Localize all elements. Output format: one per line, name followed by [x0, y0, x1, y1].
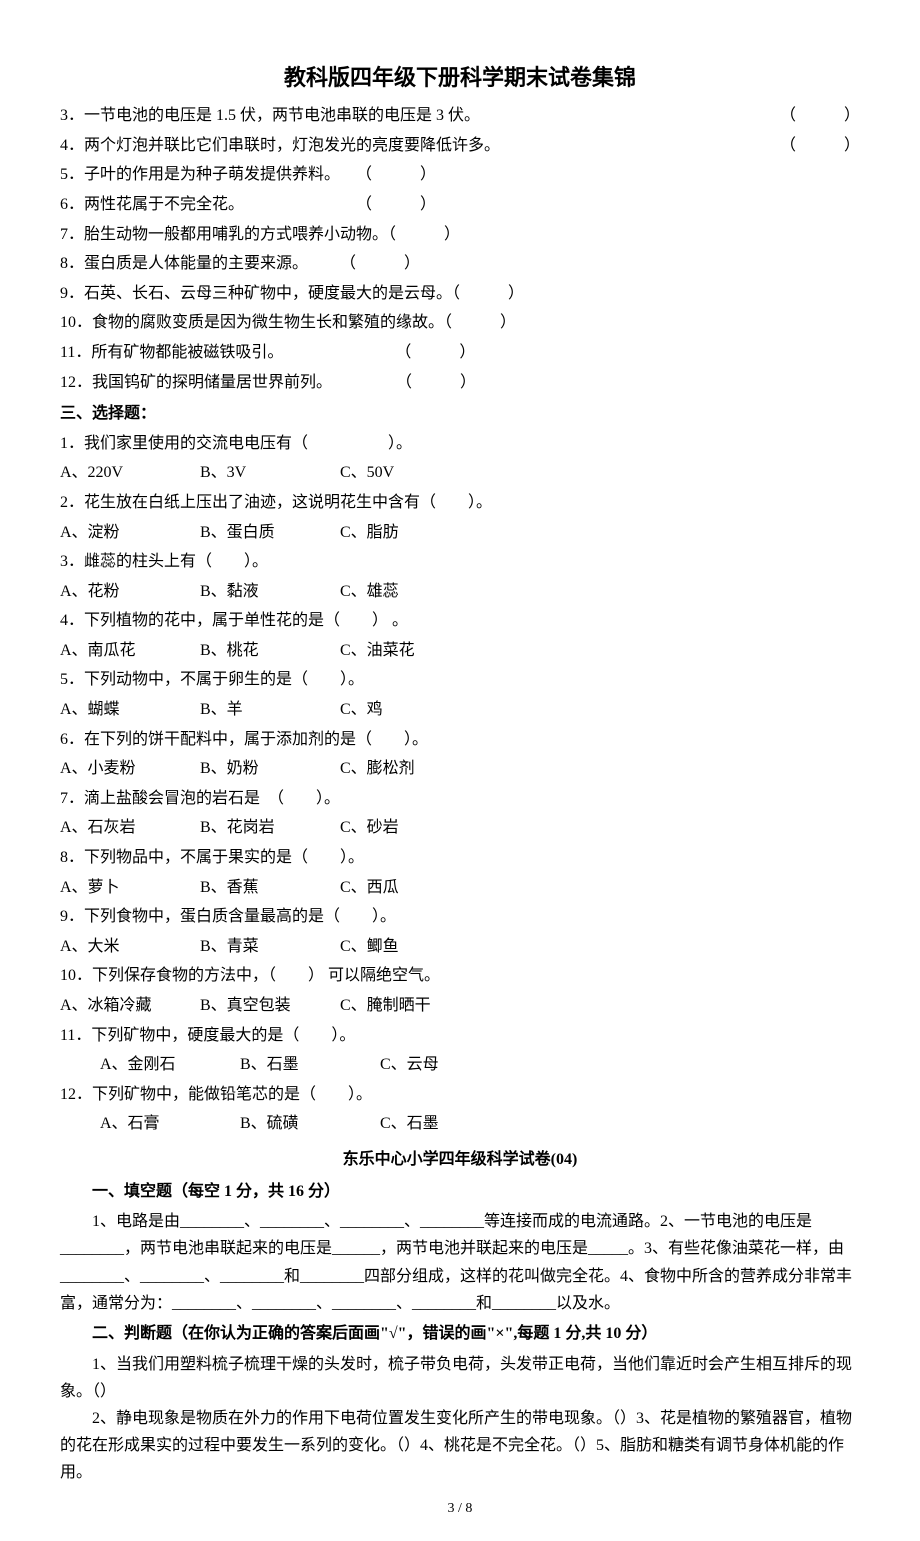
fill-section-header: 一、填空题（每空 1 分，共 16 分）	[60, 1179, 860, 1205]
question-text: 4．两个灯泡并联比它们串联时，灯泡发光的亮度要降低许多。	[60, 133, 500, 159]
judgment-question: 10．食物的腐败变质是因为微生物生长和繁殖的缘故。（ ）	[60, 310, 860, 336]
choice-question: 1．我们家里使用的交流电电压有（ ）。	[60, 431, 860, 457]
choice-option: A、小麦粉	[60, 756, 200, 782]
choice-option: A、花粉	[60, 579, 200, 605]
choice-option: B、桃花	[200, 638, 340, 664]
choice-option: B、石墨	[240, 1052, 380, 1078]
choice-option: B、硫磺	[240, 1111, 380, 1137]
choice-option: B、3V	[200, 460, 340, 486]
choice-question: 2．花生放在白纸上压出了油迹，这说明花生中含有（ ）。	[60, 490, 860, 516]
choice-question: 9．下列食物中，蛋白质含量最高的是（ ）。	[60, 904, 860, 930]
choice-options: A、花粉B、黏液C、雄蕊	[60, 579, 860, 605]
judge-question-1: 1、当我们用塑料梳子梳理干燥的头发时，梳子带负电荷，头发带正电荷，当他们靠近时会…	[60, 1351, 860, 1405]
choice-option: C、鲫鱼	[340, 934, 480, 960]
page-number: 3 / 8	[60, 1498, 860, 1520]
judge-question-2: 2、静电现象是物质在外力的作用下电荷位置发生变化所产生的带电现象。（）3、花是植…	[60, 1405, 860, 1487]
judge-section-header: 二、判断题（在你认为正确的答案后面画"√"，错误的画"×",每题 1 分,共 1…	[60, 1321, 860, 1347]
choice-option: B、花岗岩	[200, 815, 340, 841]
choice-options: A、石灰岩B、花岗岩C、砂岩	[60, 815, 860, 841]
choice-option: A、冰箱冷藏	[60, 993, 200, 1019]
choice-question: 7．滴上盐酸会冒泡的岩石是 （ ）。	[60, 786, 860, 812]
choice-question: 8．下列物品中，不属于果实的是（ ）。	[60, 845, 860, 871]
choice-question: 12．下列矿物中，能做铅笔芯的是（ ）。	[60, 1082, 860, 1108]
judgment-question: 7．胎生动物一般都用哺乳的方式喂养小动物。（ ）	[60, 222, 860, 248]
choice-options: A、金刚石B、石墨C、云母	[60, 1052, 860, 1078]
choice-option: C、50V	[340, 460, 480, 486]
choice-option: A、淀粉	[60, 520, 200, 546]
choice-option: C、膨松剂	[340, 756, 480, 782]
choice-option: C、腌制晒干	[340, 993, 480, 1019]
choice-option: B、香蕉	[200, 875, 340, 901]
judgment-question: 3．一节电池的电压是 1.5 伏，两节电池串联的电压是 3 伏。 （ ）	[60, 103, 860, 129]
choice-option: B、奶粉	[200, 756, 340, 782]
choice-option: C、油菜花	[340, 638, 480, 664]
choice-options: A、南瓜花B、桃花C、油菜花	[60, 638, 860, 664]
choice-option: C、脂肪	[340, 520, 480, 546]
choice-option: C、雄蕊	[340, 579, 480, 605]
choice-option: A、蝴蝶	[60, 697, 200, 723]
judgment-question: 4．两个灯泡并联比它们串联时，灯泡发光的亮度要降低许多。 （ ）	[60, 133, 860, 159]
choice-options: A、萝卜B、香蕉C、西瓜	[60, 875, 860, 901]
choice-option: A、石灰岩	[60, 815, 200, 841]
choice-option: A、大米	[60, 934, 200, 960]
choice-option: A、萝卜	[60, 875, 200, 901]
choice-option: C、云母	[380, 1052, 520, 1078]
judgment-question: 11．所有矿物都能被磁铁吸引。 （ ）	[60, 340, 860, 366]
choice-option: B、青菜	[200, 934, 340, 960]
choice-options: A、蝴蝶B、羊C、鸡	[60, 697, 860, 723]
choice-question: 3．雌蕊的柱头上有（ ）。	[60, 549, 860, 575]
question-text: 3．一节电池的电压是 1.5 伏，两节电池串联的电压是 3 伏。	[60, 103, 480, 129]
choice-options: A、淀粉B、蛋白质C、脂肪	[60, 520, 860, 546]
choice-option: A、220V	[60, 460, 200, 486]
judgment-question: 9．石英、长石、云母三种矿物中，硬度最大的是云母。（ ）	[60, 281, 860, 307]
fill-blanks-text: 1、电路是由________、________、________、_______…	[60, 1208, 860, 1317]
section-3-header: 三、选择题：	[60, 401, 860, 427]
choice-question: 6．在下列的饼干配料中，属于添加剂的是（ ）。	[60, 727, 860, 753]
choice-option: C、石墨	[380, 1111, 520, 1137]
judgment-question: 8．蛋白质是人体能量的主要来源。 （ ）	[60, 251, 860, 277]
choice-option: C、砂岩	[340, 815, 480, 841]
choice-options: A、石膏B、硫磺C、石墨	[60, 1111, 860, 1137]
judgment-question: 6．两性花属于不完全花。 （ ）	[60, 192, 860, 218]
choice-question: 11．下列矿物中，硬度最大的是（ ）。	[60, 1023, 860, 1049]
choice-options: A、小麦粉B、奶粉C、膨松剂	[60, 756, 860, 782]
answer-paren: （ ）	[780, 103, 860, 129]
choice-question: 4．下列植物的花中，属于单性花的是（ ） 。	[60, 608, 860, 634]
choice-options: A、220VB、3VC、50V	[60, 460, 860, 486]
choice-options: A、冰箱冷藏B、真空包装C、腌制晒干	[60, 993, 860, 1019]
choice-options: A、大米B、青菜C、鲫鱼	[60, 934, 860, 960]
judgment-question: 12．我国钨矿的探明储量居世界前列。 （ ）	[60, 370, 860, 396]
choice-option: B、蛋白质	[200, 520, 340, 546]
answer-paren: （ ）	[780, 133, 860, 159]
sub-exam-title: 东乐中心小学四年级科学试卷(04)	[60, 1147, 860, 1173]
choice-option: A、南瓜花	[60, 638, 200, 664]
choice-option: A、金刚石	[100, 1052, 240, 1078]
choice-option: C、西瓜	[340, 875, 480, 901]
choice-option: B、黏液	[200, 579, 340, 605]
choice-question: 5．下列动物中，不属于卵生的是（ ）。	[60, 667, 860, 693]
document-title: 教科版四年级下册科学期末试卷集锦	[60, 60, 860, 95]
choice-option: A、石膏	[100, 1111, 240, 1137]
choice-option: C、鸡	[340, 697, 480, 723]
choice-question: 10．下列保存食物的方法中，（ ） 可以隔绝空气。	[60, 963, 860, 989]
choice-option: B、羊	[200, 697, 340, 723]
judgment-question: 5．子叶的作用是为种子萌发提供养料。 （ ）	[60, 162, 860, 188]
choice-option: B、真空包装	[200, 993, 340, 1019]
